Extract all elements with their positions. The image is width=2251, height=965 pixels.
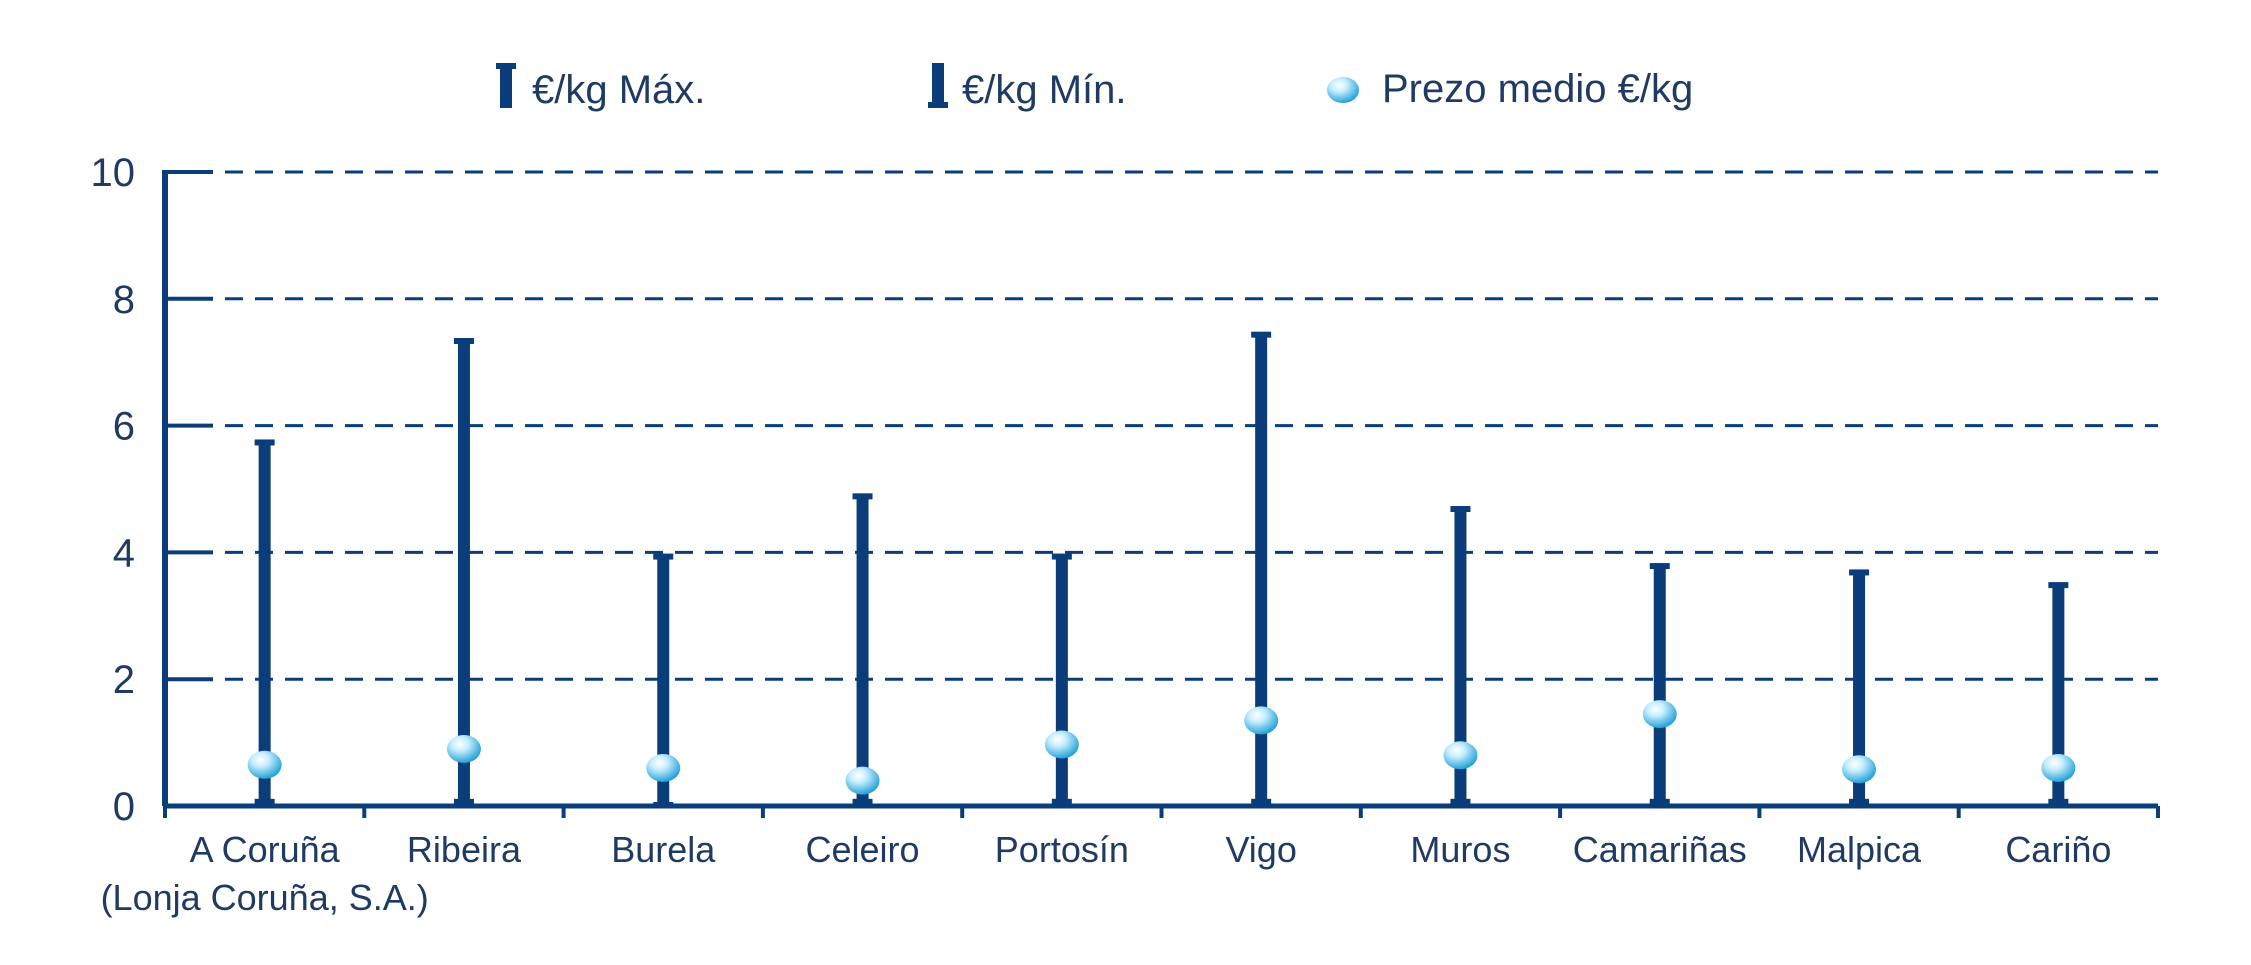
mean-marker [845,766,880,795]
min-cap [653,802,674,808]
range-bar [856,495,869,803]
mean-marker [646,753,681,782]
max-cap [1051,553,1072,560]
min-cap [2048,798,2069,805]
mean-marker [1842,755,1877,784]
legend-mean-icon [1327,77,1359,103]
min-cap [852,798,873,805]
legend-item-max: €/kg Máx. [496,63,705,112]
mean-markers [247,700,2076,795]
legend-item-min: €/kg Mín. [928,63,1127,112]
max-cap [1849,569,1870,576]
min-cap [254,798,275,805]
legend-item-mean: Prezo medio €/kg [1327,67,1693,111]
category-label: Ribeira [407,829,522,870]
mean-marker [1244,706,1279,735]
max-cap [1450,506,1471,513]
y-tick-labels: 0 2 4 6 8 10 [91,151,136,829]
category-labels: A Coruña (Lonja Coruña, S.A.) Ribeira Burel… [101,829,2112,918]
legend-max-label: €/kg Máx. [532,68,705,112]
min-cap [1251,798,1272,805]
legend: €/kg Máx. €/kg Mín. Prezo medio €/kg [496,63,1693,112]
legend-max-icon [496,63,516,108]
legend-min-icon [928,63,948,108]
category-label: Vigo [1225,829,1296,870]
max-cap [1251,331,1272,338]
range-bar [1055,555,1068,803]
mean-marker [1642,700,1677,729]
range-bar [1255,333,1268,803]
min-cap [1450,798,1471,805]
max-cap [453,338,474,345]
y-tick-label: 0 [113,785,135,829]
range-bar [1653,565,1666,803]
max-cap [1649,563,1670,570]
category-label: Malpica [1797,829,1922,870]
y-tick-label: 6 [113,405,135,449]
min-cap [1649,798,1670,805]
category-sublabel: (Lonja Coruña, S.A.) [101,877,429,918]
max-cap [2048,582,2069,589]
max-cap [254,439,275,446]
category-label: Celeiro [806,829,920,870]
min-cap [1051,798,1072,805]
range-bars [254,331,2069,808]
y-tick-label: 4 [113,531,135,575]
grid [165,170,2158,681]
y-tick-label: 8 [113,278,135,322]
range-bar [657,555,670,806]
category-label: Portosín [995,829,1129,870]
min-cap [1849,798,1870,805]
max-cap [852,493,873,500]
mean-marker [1443,741,1478,770]
category-label: Camariñas [1573,829,1747,870]
range-bar [1454,508,1467,803]
category-label: Cariño [2005,829,2111,870]
range-bar [457,340,470,803]
min-cap [453,798,474,805]
range-bar [2052,584,2065,803]
range-bar [1853,571,1866,803]
max-cap [653,553,674,560]
category-label: Burela [611,829,716,870]
range-bar [258,441,271,803]
mean-marker [2041,753,2076,782]
y-tick-label: 10 [91,151,136,195]
axes [162,170,2160,818]
mean-marker [446,734,481,763]
mean-marker [1044,730,1079,759]
legend-mean-label: Prezo medio €/kg [1382,67,1693,111]
mean-marker [247,750,282,779]
legend-min-label: €/kg Mín. [962,68,1127,112]
category-label: A Coruña [190,829,341,870]
category-label: Muros [1410,829,1510,870]
y-tick-label: 2 [113,658,135,702]
